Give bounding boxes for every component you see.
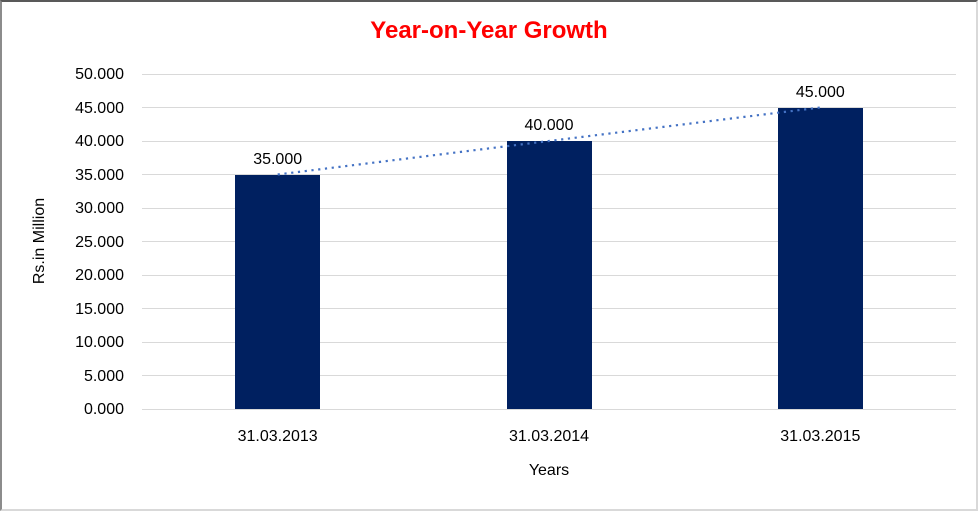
x-tick-label: 31.03.2015: [780, 428, 861, 445]
chart-title: Year-on-Year Growth: [370, 17, 608, 44]
bar-value-label: 40.000: [524, 117, 574, 134]
plot-area: 35.000 40.000 45.000: [142, 73, 956, 410]
trendline: [277, 106, 821, 176]
x-tick-label: 31.03.2013: [237, 428, 318, 445]
bar: [777, 107, 863, 409]
bar-value-label: 35.000: [253, 150, 303, 168]
bar: [235, 174, 321, 409]
y-tick-label: 30.000: [75, 200, 124, 217]
gridline: [142, 107, 956, 108]
y-tick-label: 35.000: [75, 166, 124, 184]
y-tick-label: 15.000: [75, 300, 124, 318]
x-axis-title: Years: [528, 462, 570, 479]
y-tick-label: 0.000: [83, 401, 124, 418]
y-tick-label: 10.000: [75, 334, 124, 351]
y-tick-label: 45.000: [75, 99, 124, 117]
y-tick-label: 20.000: [75, 267, 124, 284]
bar-value-label: 45.000: [795, 83, 845, 101]
gridline: [142, 73, 956, 75]
x-axis-line: [142, 408, 956, 410]
y-tick-label: 25.000: [75, 233, 124, 251]
y-tick-label: 40.000: [75, 133, 124, 150]
y-tick-label: 50.000: [75, 66, 124, 83]
x-tick-label: 31.03.2014: [508, 428, 590, 445]
y-tick-label: 5.000: [83, 367, 124, 385]
bar: [506, 141, 592, 409]
